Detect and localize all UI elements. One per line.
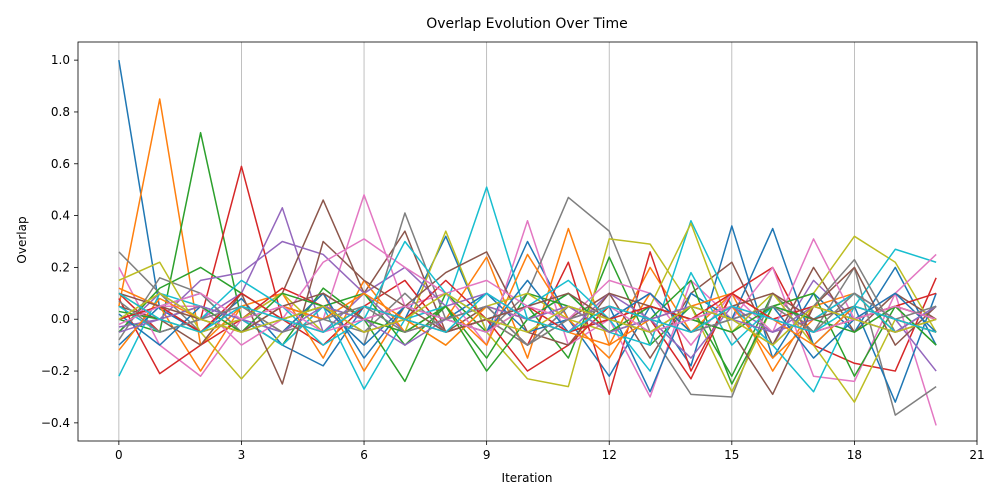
x-tick-label: 0 [115, 448, 123, 462]
series-line-28 [118, 292, 937, 346]
y-tick-label: 0.2 [51, 260, 70, 274]
y-tick-label: 0.0 [51, 312, 70, 326]
y-tick-label: −0.2 [41, 364, 70, 378]
y-tick-label: 0.4 [51, 209, 70, 223]
x-tick-label: 12 [602, 448, 617, 462]
chart-title: Overlap Evolution Over Time [426, 16, 628, 32]
y-axis-label: Overlap [15, 216, 29, 263]
x-tick-label: 15 [724, 448, 739, 462]
ticks-layer: 0 3 6 9 12 15 18 21 −0.4 −0.2 0.0 0.2 0.4 0.6 0.8 1.0 [41, 53, 985, 462]
series-line-29 [118, 292, 937, 346]
y-tick-label: 1.0 [51, 53, 70, 67]
x-tick-label: 9 [483, 448, 491, 462]
plot-frame [77, 41, 978, 442]
y-tick-label: 0.6 [51, 157, 70, 171]
x-tick-label: 3 [238, 448, 246, 462]
y-tick-label: −0.4 [41, 416, 70, 430]
axes-layer [77, 41, 978, 442]
x-tick-label: 21 [969, 448, 984, 462]
x-axis-label: Iteration [502, 471, 553, 485]
y-tick-label: 0.8 [51, 105, 70, 119]
x-tick-label: 18 [847, 448, 862, 462]
lines-layer [118, 60, 937, 426]
series-line-30 [118, 292, 937, 333]
x-tick-label: 6 [360, 448, 368, 462]
